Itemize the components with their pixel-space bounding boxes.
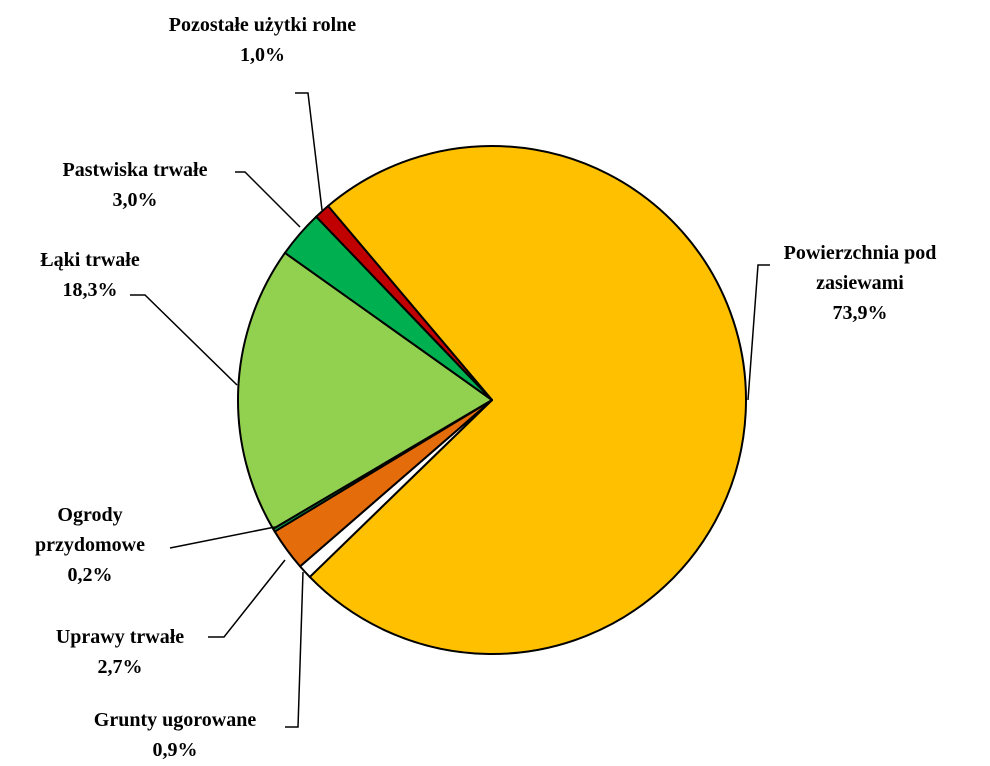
category-label: Pastwiska trwałe	[62, 159, 208, 181]
slice-label: Pastwiska trwałe 3,0%	[25, 155, 245, 215]
value-label: 1,0%	[240, 44, 285, 66]
leader-line	[295, 92, 323, 211]
category-label: Pozostałe użytki rolne	[168, 14, 357, 36]
leader-line	[130, 294, 238, 386]
value-label: 73,9%	[832, 302, 888, 324]
leader-line	[235, 171, 301, 228]
value-label: 18,3%	[62, 279, 118, 301]
slice-label: Grunty ugorowane 0,9%	[60, 705, 290, 765]
category-label: Łąki trwałe	[40, 249, 140, 271]
slice-label: Pozostałe użytki rolne 1,0%	[160, 10, 365, 70]
value-label: 3,0%	[112, 189, 158, 211]
leader-line	[285, 571, 304, 728]
value-label: 2,7%	[97, 656, 143, 678]
category-label: Ogrody przydomowe	[35, 504, 145, 556]
value-label: 0,2%	[67, 564, 113, 586]
category-label: Grunty ugorowane	[93, 709, 257, 731]
leader-line	[169, 526, 276, 549]
pie-slice	[315, 204, 493, 401]
slice-label: Łąki trwałe 18,3%	[20, 245, 160, 305]
pie-slice	[237, 251, 493, 530]
slice-label: Uprawy trwałe 2,7%	[20, 622, 220, 682]
leader-line	[208, 559, 286, 638]
category-label: Powierzchnia pod zasiewami	[783, 242, 937, 294]
leader-line	[747, 264, 770, 401]
value-label: 0,9%	[152, 739, 198, 761]
slice-label: Ogrody przydomowe 0,2%	[10, 500, 170, 590]
category-label: Uprawy trwałe	[55, 626, 185, 648]
pie-slice	[308, 145, 747, 655]
slice-label: Powierzchnia pod zasiewami 73,9%	[770, 238, 950, 328]
